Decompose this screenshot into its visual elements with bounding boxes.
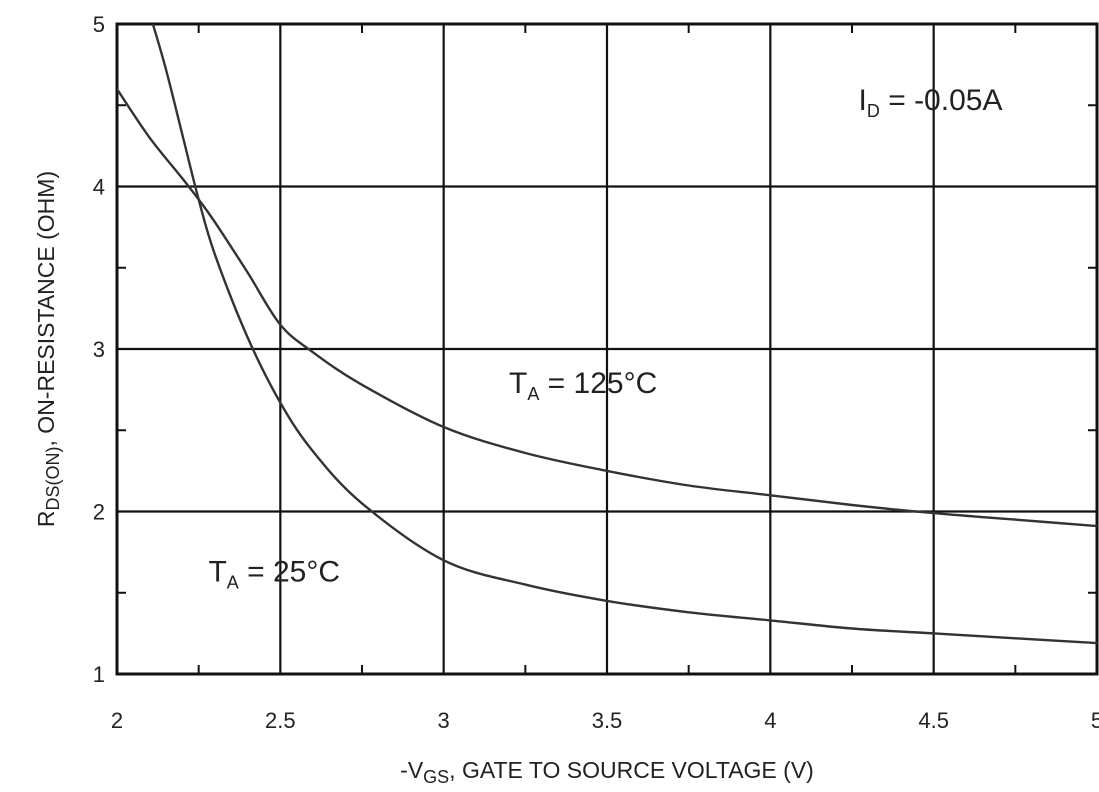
- y-tick-label: 1: [93, 662, 105, 687]
- series-line-1: [117, 88, 1097, 528]
- x-tick-label: 3.5: [592, 708, 623, 733]
- x-tick-label: 3: [438, 708, 450, 733]
- y-tick-label: 5: [93, 12, 105, 37]
- temp-125-label: TA = 125°C: [509, 367, 657, 404]
- y-tick-label: 4: [93, 175, 105, 200]
- plot-frame: [115, 22, 1099, 676]
- x-tick-label: 2.5: [265, 708, 296, 733]
- y-tick-labels: 1 2 3 4 5: [93, 12, 105, 687]
- y-tick-label: 2: [93, 500, 105, 525]
- current-annotation: ID = -0.05A: [859, 84, 1003, 121]
- series-layer: [117, 24, 1097, 645]
- y-tick-label: 3: [93, 337, 105, 362]
- y-axis-title: RDS(ON), ON-RESISTANCE (OHM): [33, 171, 63, 527]
- temp-25-label: TA = 25°C: [208, 555, 340, 592]
- x-tick-label: 4: [764, 708, 776, 733]
- x-axis-title: -VGS, GATE TO SOURCE VOLTAGE (V): [400, 757, 814, 787]
- x-tick-label: 2: [111, 708, 123, 733]
- x-tick-labels: 2 2.5 3 3.5 4 4.5 5: [111, 708, 1099, 733]
- x-tick-label: 5: [1091, 708, 1099, 733]
- x-tick-label: 4.5: [918, 708, 949, 733]
- minor-ticks: [117, 24, 1097, 674]
